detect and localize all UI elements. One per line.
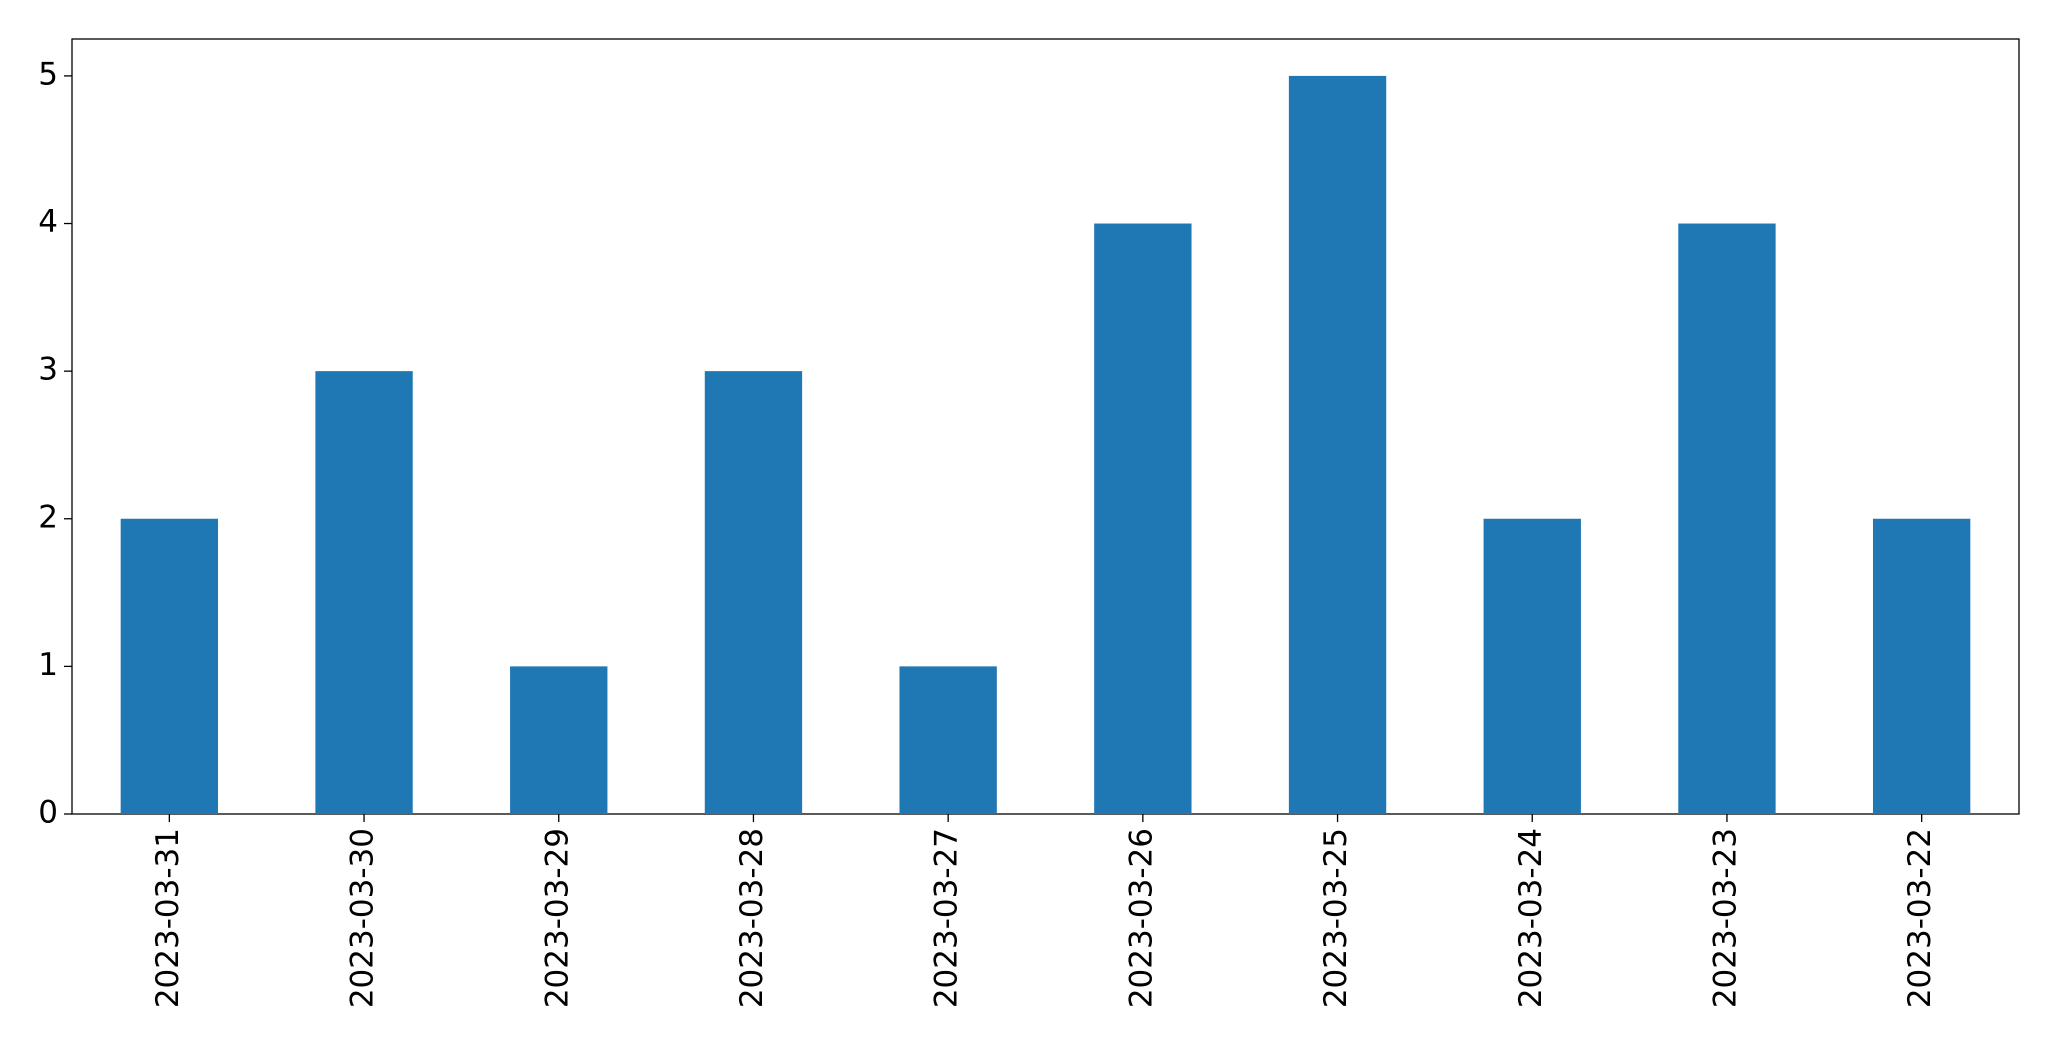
y-tick-label: 1: [38, 647, 58, 683]
x-tick-label: 2023-03-24: [1513, 828, 1549, 1008]
bar: [1094, 223, 1192, 814]
y-tick-label: 2: [38, 499, 58, 535]
x-tick-label: 2023-03-23: [1707, 828, 1743, 1008]
axes-frame: [71, 38, 2020, 815]
y-tick-label: 0: [38, 795, 58, 831]
bar: [1678, 223, 1776, 814]
bar: [315, 371, 413, 814]
x-tick-label: 2023-03-28: [734, 828, 770, 1008]
bar: [1288, 75, 1387, 814]
bar: [704, 371, 803, 814]
y-tick-label: 3: [38, 352, 58, 388]
x-tick-label: 2023-03-25: [1318, 828, 1354, 1008]
y-tick-label: 4: [38, 204, 58, 240]
bar: [120, 518, 219, 814]
x-tick-label: 2023-03-31: [150, 828, 186, 1008]
x-tick-label: 2023-03-26: [1123, 828, 1159, 1008]
x-tick-label: 2023-03-22: [1902, 828, 1938, 1008]
x-tick-label: 2023-03-27: [929, 828, 965, 1008]
bar: [1483, 518, 1581, 814]
bar: [1872, 518, 1971, 814]
bar: [510, 666, 608, 814]
x-tick-label: 2023-03-29: [539, 828, 575, 1008]
x-tick-label: 2023-03-30: [345, 828, 381, 1008]
bar: [899, 666, 997, 814]
y-tick-label: 5: [38, 56, 58, 92]
